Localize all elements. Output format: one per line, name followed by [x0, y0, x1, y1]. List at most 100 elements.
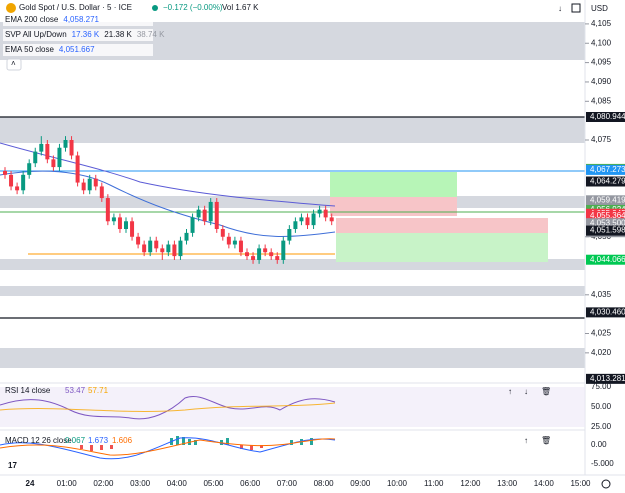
candle-body	[178, 240, 183, 257]
pane-delete[interactable]: 🗑	[541, 387, 551, 396]
candle-body	[190, 217, 195, 233]
stop-zone[interactable]	[330, 197, 457, 216]
maximize[interactable]	[571, 3, 581, 13]
candle-body	[15, 186, 20, 191]
candle-body	[160, 248, 165, 253]
rsi-value: 53.47	[65, 386, 86, 395]
legend-name: EMA 50 close	[5, 45, 54, 54]
price-label-text: 4,030.460	[590, 307, 625, 316]
candle-body	[172, 244, 177, 257]
candle-body	[9, 174, 14, 187]
pane-up[interactable]: ↑	[508, 387, 512, 396]
collapse-button[interactable]	[6, 58, 22, 71]
legend-value: 4,058.271	[63, 15, 99, 24]
legend-value: 38.74 K	[137, 30, 165, 39]
pane-up[interactable]: ↑	[524, 436, 528, 445]
scroll-down[interactable]: ↓	[558, 4, 562, 13]
candle-body	[111, 217, 116, 222]
price-label-text: 4,051.598	[590, 226, 625, 235]
candle-body	[99, 186, 104, 199]
candle-body	[226, 236, 231, 245]
rsi-value: 57.71	[88, 386, 109, 395]
candle-body	[257, 248, 262, 260]
candle-body	[214, 201, 219, 230]
candle-body	[136, 236, 141, 245]
legend-value: 17.36 K	[72, 30, 100, 39]
candle-body	[232, 240, 237, 245]
pane-delete[interactable]: 🗑	[541, 436, 551, 445]
candle-body	[130, 221, 135, 237]
macd-value: 1.673	[88, 436, 109, 445]
legend-name: EMA 200 close	[5, 15, 59, 24]
price-label	[586, 164, 625, 175]
change: −0.172 (−0.00%)	[163, 3, 223, 12]
legend-value: 21.38 K	[104, 30, 132, 39]
rsi-line	[0, 396, 336, 420]
candle-body	[148, 240, 153, 253]
currency[interactable]: USD	[591, 4, 608, 13]
macd-tick: -5.000	[591, 459, 614, 468]
symbol-icon	[6, 3, 16, 13]
price-tick-label: 4,025	[591, 329, 612, 338]
stop-zone[interactable]	[336, 218, 548, 233]
candle-body	[202, 209, 207, 222]
price-tick-label: 4,020	[591, 348, 612, 357]
symbol[interactable]: Gold Spot / U.S. Dollar · 5 · ICE	[19, 3, 132, 12]
candle-body	[117, 217, 122, 230]
legend-value: 4,051.667	[59, 45, 95, 54]
time-tick-label: 08:00	[314, 479, 335, 488]
legend-box	[3, 14, 153, 26]
price-tick-label: 4,075	[591, 135, 612, 144]
candle-body	[245, 252, 249, 257]
price-label-text: 4,053.500	[590, 218, 625, 227]
candle-body	[51, 159, 56, 168]
candle-body	[93, 178, 98, 187]
time-tick-label: 02:00	[93, 479, 114, 488]
candle-body	[317, 209, 322, 214]
price-label-text: 4,080.944	[590, 112, 625, 121]
price-tick-label: 4,105	[591, 19, 612, 28]
price-label	[586, 176, 625, 187]
candle-body	[299, 217, 304, 222]
target-zone[interactable]	[330, 172, 457, 197]
price-tick-label: 4,085	[591, 96, 612, 105]
price-label	[586, 373, 625, 384]
logo[interactable]: 17	[8, 461, 17, 470]
time-tick-label: 15:00	[570, 479, 591, 488]
price-label-text: 4,055.364	[590, 211, 625, 220]
candle-body	[166, 244, 171, 253]
candle-body	[69, 140, 74, 156]
target-zone[interactable]	[336, 233, 548, 262]
candle-body	[275, 256, 280, 260]
time-tick-label: 13:00	[497, 479, 518, 488]
candle-body	[154, 240, 159, 249]
candle-body	[238, 240, 243, 253]
candle-body	[81, 182, 86, 191]
price-tick-label: 4,035	[591, 290, 612, 299]
rsi-ma	[0, 402, 336, 412]
macd-value: 0.067	[65, 436, 86, 445]
volume: Vol 1.67 K	[222, 3, 259, 12]
settings[interactable]	[601, 479, 611, 489]
ema-50	[0, 170, 336, 237]
candle-body	[196, 209, 201, 218]
rsi-tick: 25.00	[591, 422, 612, 431]
rsi-tick: 50.00	[591, 402, 612, 411]
candle-body	[208, 201, 213, 222]
rsi-tick: 75.00	[591, 382, 612, 391]
candle-body	[57, 147, 62, 168]
candle-body	[281, 240, 286, 260]
candle-body	[75, 155, 80, 183]
collapse-icon[interactable]: ˄	[11, 59, 16, 68]
volume-profile	[0, 22, 585, 368]
pane-down[interactable]: ↓	[524, 387, 528, 396]
macd-title: MACD 12 26 close	[5, 436, 72, 445]
candle-body	[87, 178, 92, 191]
candle-body	[269, 252, 274, 257]
candle-body	[63, 140, 68, 148]
candle-body	[124, 221, 128, 230]
market-status	[152, 5, 158, 11]
candle-body	[21, 174, 26, 191]
price-tick-label: 4,090	[591, 77, 612, 86]
